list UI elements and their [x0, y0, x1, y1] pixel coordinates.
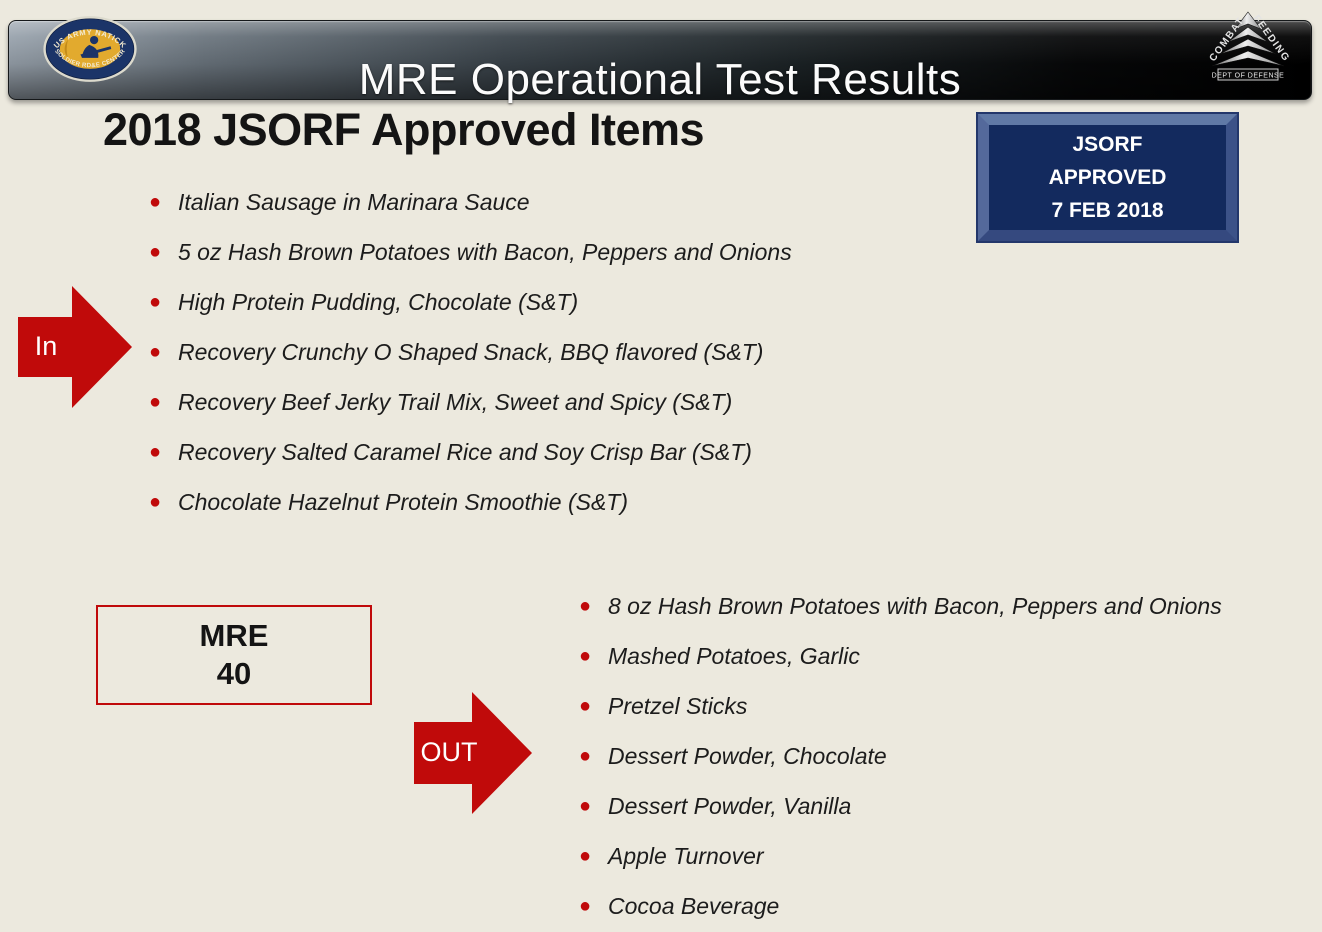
bullet-icon: ●: [578, 594, 592, 617]
right-arrow-icon: [414, 692, 532, 814]
page-title: MRE Operational Test Results: [358, 55, 962, 104]
list-item: ● Recovery Crunchy O Shaped Snack, BBQ f…: [148, 327, 1048, 377]
item-text: Cocoa Beverage: [608, 892, 780, 919]
list-item: ● Italian Sausage in Marinara Sauce: [148, 177, 1048, 227]
mre-box-line-2: 40: [216, 656, 252, 691]
item-text: Mashed Potatoes, Garlic: [608, 642, 860, 669]
list-item: ● Mashed Potatoes, Garlic: [578, 631, 1322, 681]
item-text: Recovery Beef Jerky Trail Mix, Sweet and…: [178, 388, 733, 415]
out-arrow-label: OUT: [420, 737, 478, 767]
in-arrow-label: In: [34, 331, 58, 361]
item-text: Pretzel Sticks: [608, 692, 748, 719]
natick-logo-icon: US ARMY NATICK SOLDIER RD&E CENTER: [42, 6, 138, 97]
item-text: Recovery Salted Caramel Rice and Soy Cri…: [178, 438, 752, 465]
item-text: Italian Sausage in Marinara Sauce: [178, 188, 530, 215]
list-item: ● 8 oz Hash Brown Potatoes with Bacon, P…: [578, 581, 1322, 631]
bullet-icon: ●: [148, 390, 162, 413]
list-item: ● Chocolate Hazelnut Protein Smoothie (S…: [148, 477, 1048, 527]
bullet-icon: ●: [148, 340, 162, 363]
list-item: ● Recovery Beef Jerky Trail Mix, Sweet a…: [148, 377, 1048, 427]
mre-box-line-1: MRE: [199, 618, 269, 653]
bullet-icon: ●: [148, 290, 162, 313]
approved-items-list: ● Italian Sausage in Marinara Sauce ● 5 …: [148, 177, 1048, 527]
in-arrow: In: [18, 286, 132, 408]
item-text: Recovery Crunchy O Shaped Snack, BBQ fla…: [178, 338, 764, 365]
bullet-icon: ●: [578, 744, 592, 767]
bullet-icon: ●: [578, 694, 592, 717]
item-text: Dessert Powder, Chocolate: [608, 742, 887, 769]
item-text: 8 oz Hash Brown Potatoes with Bacon, Pep…: [608, 592, 1222, 619]
item-text: 5 oz Hash Brown Potatoes with Bacon, Pep…: [178, 238, 792, 265]
bullet-icon: ●: [148, 190, 162, 213]
list-item: ● Dessert Powder, Chocolate: [578, 731, 1322, 781]
combat-feeding-logo-icon: COMBAT FEEDING DEPT OF DEFENSE: [1198, 8, 1298, 89]
bullet-icon: ●: [148, 490, 162, 513]
item-text: Chocolate Hazelnut Protein Smoothie (S&T…: [178, 488, 628, 515]
list-item: ● Dessert Powder, Vanilla: [578, 781, 1322, 831]
list-item: ● Cocoa Beverage: [578, 881, 1322, 931]
list-item: ● High Protein Pudding, Chocolate (S&T): [148, 277, 1048, 327]
bullet-icon: ●: [578, 644, 592, 667]
bullet-icon: ●: [578, 794, 592, 817]
bullet-icon: ●: [148, 440, 162, 463]
bullet-icon: ●: [578, 894, 592, 917]
list-item: ● Pretzel Sticks: [578, 681, 1322, 731]
badge-line-3: 7 FEB 2018: [1051, 199, 1164, 222]
badge-line-1: JSORF: [1072, 133, 1143, 156]
item-text: Apple Turnover: [608, 842, 764, 869]
jsorf-approved-badge: JSORF APPROVED 7 FEB 2018: [978, 114, 1237, 241]
out-arrow: OUT: [414, 692, 532, 814]
list-item: ● 5 oz Hash Brown Potatoes with Bacon, P…: [148, 227, 1048, 277]
right-arrow-icon: [18, 286, 132, 408]
cfd-bottom-text: DEPT OF DEFENSE: [1212, 73, 1285, 80]
section-heading: 2018 JSORF Approved Items: [103, 104, 705, 155]
removed-items-list: ● 8 oz Hash Brown Potatoes with Bacon, P…: [578, 581, 1322, 931]
list-item: ● Apple Turnover: [578, 831, 1322, 881]
badge-line-2: APPROVED: [1048, 166, 1167, 189]
mre-count-box: MRE 40: [96, 605, 372, 705]
bullet-icon: ●: [578, 844, 592, 867]
item-text: High Protein Pudding, Chocolate (S&T): [178, 288, 579, 315]
bullet-icon: ●: [148, 240, 162, 263]
title-bar: MRE Operational Test Results: [8, 20, 1312, 104]
list-item: ● Recovery Salted Caramel Rice and Soy C…: [148, 427, 1048, 477]
item-text: Dessert Powder, Vanilla: [608, 792, 852, 819]
